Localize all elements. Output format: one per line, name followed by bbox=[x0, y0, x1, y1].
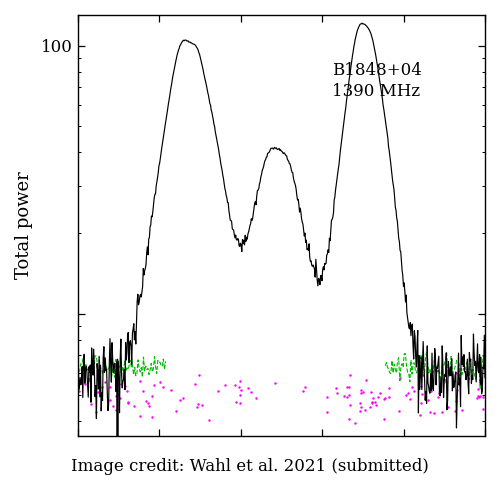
Y-axis label: Total power: Total power bbox=[15, 172, 33, 279]
Text: B1848+04
1390 MHz: B1848+04 1390 MHz bbox=[332, 62, 422, 100]
Text: Image credit: Wahl et al. 2021 (submitted): Image credit: Wahl et al. 2021 (submitte… bbox=[71, 458, 429, 475]
